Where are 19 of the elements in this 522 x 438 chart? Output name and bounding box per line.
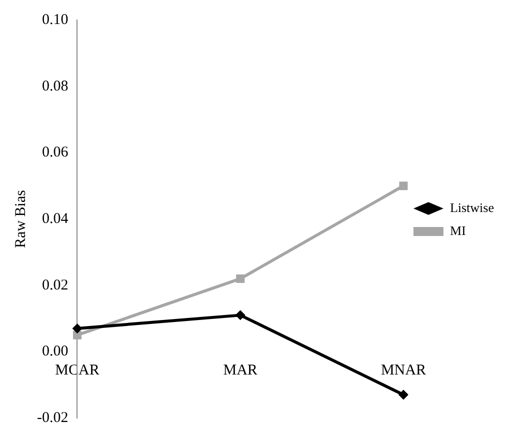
- y-tick-label: 0.00: [42, 344, 68, 360]
- y-axis-title: Raw Bias: [12, 190, 29, 248]
- point: [399, 182, 408, 190]
- y-tick-label: -0.02: [36, 410, 68, 426]
- y-tick-label: 0.04: [42, 210, 69, 227]
- point: [235, 310, 246, 320]
- point: [72, 323, 82, 334]
- point: [73, 330, 82, 340]
- x-tick-label: MAR: [223, 362, 258, 379]
- x-tick-label: MCAR: [55, 362, 100, 379]
- y-tick-label: 0.02: [42, 277, 68, 294]
- point: [398, 390, 408, 400]
- legend-label: MI: [450, 222, 466, 238]
- y-tick-label: 0.08: [42, 78, 68, 94]
- legend-label: Listwise: [450, 200, 494, 215]
- y-tick-label: 0.06: [42, 144, 69, 161]
- x-tick-label: MNAR: [380, 362, 426, 379]
- y-tick-label: 0.10: [42, 12, 68, 28]
- point: [236, 274, 245, 283]
